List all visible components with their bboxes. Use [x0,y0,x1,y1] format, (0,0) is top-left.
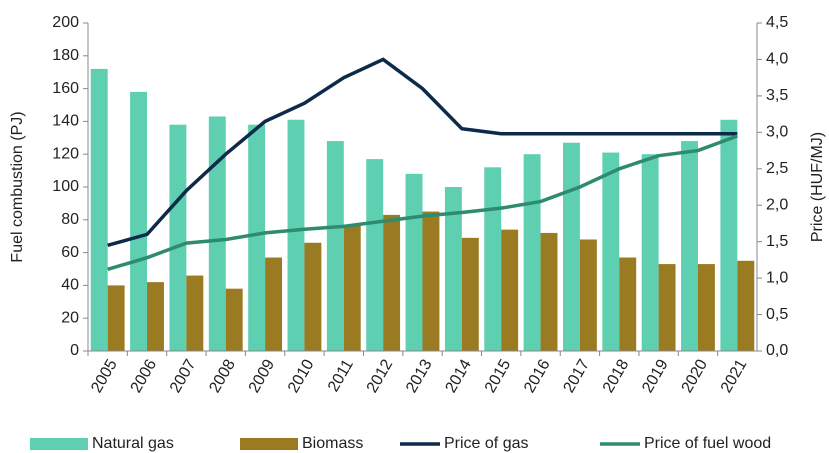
y2-tick-label: 2,0 [766,196,788,213]
y-tick-label: 40 [61,277,79,294]
y-tick-label: 180 [52,47,79,64]
bar [147,282,164,351]
y2-tick-label: 0,0 [766,342,788,359]
bar [619,257,637,351]
bar [720,119,738,351]
bar [343,224,361,351]
x-tick-label: 2018 [600,357,633,396]
bar [523,154,541,351]
y2-axis-label: Price (HUF/MJ) [809,132,826,242]
bar [287,119,305,351]
x-tick-label: 2021 [718,357,751,396]
legend-label: Price of fuel wood [644,435,771,452]
bar [169,124,187,352]
bar [130,91,148,351]
bar [641,154,659,351]
x-tick-label: 2013 [403,357,436,396]
bar [186,275,204,351]
bar [658,264,676,351]
bar [562,142,580,351]
bar [681,141,698,351]
x-tick-label: 2008 [206,357,239,396]
legend-label: Natural gas [92,435,174,452]
y-tick-label: 200 [52,14,79,31]
y2-tick-label: 2,5 [766,160,788,177]
x-tick-label: 2007 [167,357,200,396]
bar [422,211,440,351]
bar [225,288,243,351]
bar [366,159,384,351]
bar [405,173,423,351]
x-tick-label: 2015 [482,357,515,396]
y-tick-label: 0 [70,342,79,359]
bar [383,214,401,351]
legend-label: Price of gas [444,435,528,452]
bar [501,229,519,351]
bar [208,116,226,351]
bar [326,141,344,351]
line [107,134,738,272]
y2-tick-label: 3,5 [766,87,788,104]
y-tick-label: 100 [52,178,79,195]
y-axis-label: Fuel combustion (PJ) [9,111,26,262]
y2-tick-label: 4,0 [766,51,788,68]
legend-swatch [30,438,88,450]
y-tick-label: 80 [61,211,79,228]
x-tick-label: 2019 [639,357,672,396]
y-tick-label: 160 [52,80,79,97]
bar [484,167,502,351]
x-tick-label: 2012 [364,357,397,396]
x-tick-label: 2020 [679,357,712,396]
y2-tick-label: 1,5 [766,233,788,250]
x-tick-label: 2017 [561,357,594,396]
bar [304,242,322,351]
bar [444,187,462,351]
bar [90,68,108,352]
x-tick-label: 2009 [246,357,279,396]
y2-tick-label: 4,5 [766,14,788,31]
y2-tick-label: 3,0 [766,124,788,141]
bar [248,124,266,352]
legend-swatch [240,438,298,450]
bar [461,237,479,351]
bar [107,285,125,351]
x-tick-label: 2016 [521,357,554,396]
y-tick-label: 20 [61,309,79,326]
bar [540,232,558,351]
y-tick-label: 60 [61,244,79,261]
line [107,57,738,247]
y-tick-label: 140 [52,113,79,130]
y-tick-label: 120 [52,145,79,162]
bar [602,152,620,351]
bar [579,239,597,351]
bar [737,260,755,351]
x-tick-label: 2011 [325,357,357,395]
bar [265,257,283,351]
legend-label: Biomass [302,435,363,452]
x-tick-label: 2010 [285,357,318,396]
x-tick-label: 2006 [128,357,161,396]
y2-tick-label: 0,5 [766,306,788,323]
y2-tick-label: 1,0 [766,269,788,286]
x-tick-label: 2014 [442,357,475,396]
x-tick-label: 2005 [88,357,121,396]
bar [697,264,715,351]
